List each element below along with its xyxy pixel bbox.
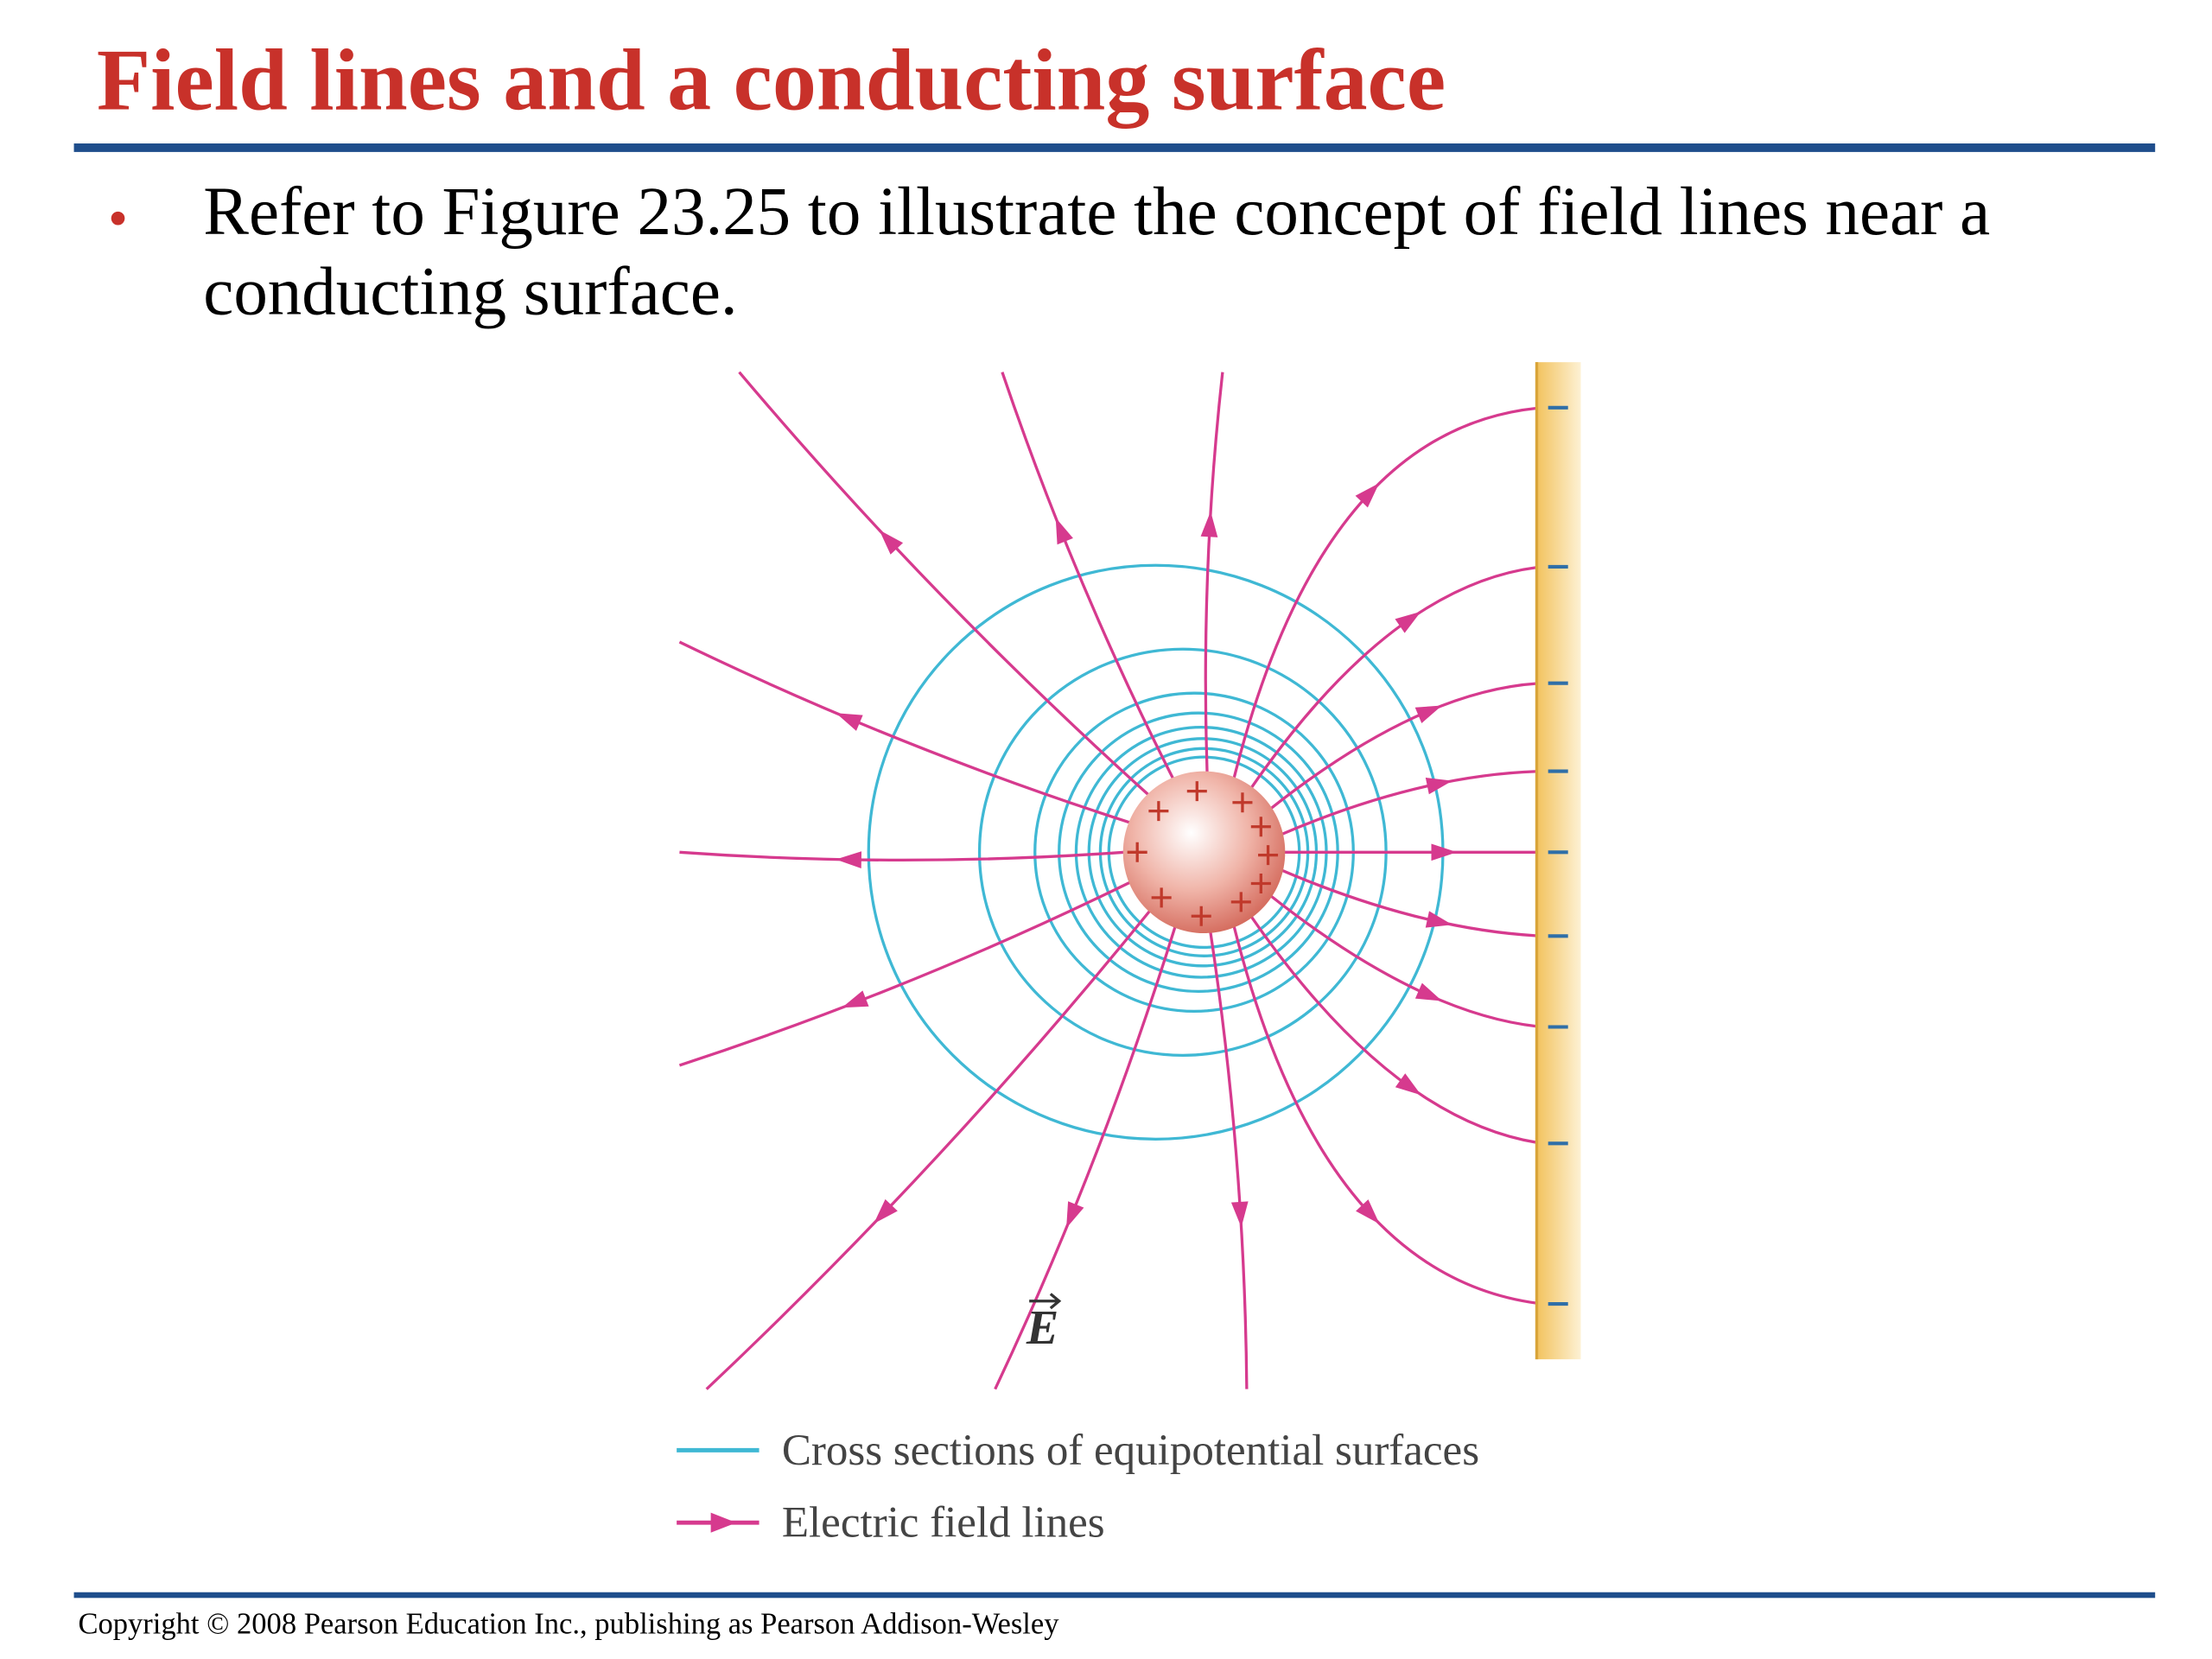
field-arrow (1356, 1199, 1380, 1224)
charged-sphere (1122, 771, 1286, 933)
bullet-box: Refer to Figure 23.25 to illustrate the … (203, 175, 1991, 330)
slide-title: Field lines and a conducting surface (97, 32, 1446, 130)
field-arrow (1395, 1073, 1421, 1096)
field-arrow (1066, 1201, 1084, 1229)
field-arrow (1355, 483, 1380, 508)
field-lines (678, 371, 1543, 1390)
field-line (1232, 406, 1543, 779)
plus-sign (1186, 781, 1207, 802)
field-arrow (1200, 511, 1218, 537)
field-line (1209, 931, 1249, 1389)
field-arrow (1395, 611, 1421, 633)
field-line (1249, 915, 1543, 1145)
field-line (1232, 925, 1543, 1306)
vector-arrow (1029, 1293, 1062, 1310)
field-arrow (1425, 777, 1452, 795)
bullet-text: Refer to Figure 23.25 to illustrate the … (203, 175, 1991, 330)
vector-label: E (1026, 1301, 1058, 1355)
legend-arrow (710, 1512, 737, 1533)
field-arrow (1425, 911, 1452, 928)
field-arrow (836, 851, 862, 868)
field-line (678, 640, 1131, 824)
footer-text: Copyright © 2008 Pearson Education Inc.,… (78, 1607, 1059, 1640)
field-arrow (874, 1198, 898, 1224)
plus-sign (1258, 845, 1279, 866)
legend-label: Cross sections of equipotential surfaces (782, 1427, 1479, 1475)
plus-sign (1230, 892, 1251, 912)
positive-charges (1127, 781, 1279, 926)
field-arrow (1414, 982, 1442, 1001)
negative-charges (1548, 405, 1568, 1306)
bullet-marker: • (108, 188, 128, 251)
field-line (1268, 682, 1543, 811)
field-line (994, 925, 1177, 1390)
field-arrow (842, 990, 869, 1008)
footer-rule (73, 1592, 2156, 1599)
plus-sign (1250, 817, 1271, 837)
field-line (1268, 893, 1543, 1029)
field-line (678, 880, 1131, 1067)
field-arrow (836, 713, 863, 731)
plus-sign (1191, 906, 1211, 926)
field-line (705, 909, 1152, 1390)
field-line (1001, 372, 1175, 780)
legend-label: Electric field lines (782, 1499, 1105, 1548)
field-line (738, 371, 1150, 797)
plus-sign (1232, 792, 1253, 813)
plus-sign (1250, 873, 1271, 893)
field-arrow (1230, 1201, 1249, 1228)
field-line (679, 850, 1125, 862)
plus-sign (1151, 887, 1172, 908)
field-arrow (1414, 705, 1442, 723)
field-arrow (1431, 843, 1458, 861)
plus-sign (1127, 842, 1147, 862)
plus-sign (1148, 801, 1169, 822)
conducting-surface (1535, 362, 1581, 1360)
field-line (1204, 372, 1224, 773)
field-line (1279, 868, 1543, 938)
title-rule (73, 143, 2156, 152)
field-line (1249, 565, 1543, 790)
field-arrow (879, 530, 904, 555)
field-arrow (1055, 518, 1073, 545)
field-line (1279, 769, 1543, 837)
